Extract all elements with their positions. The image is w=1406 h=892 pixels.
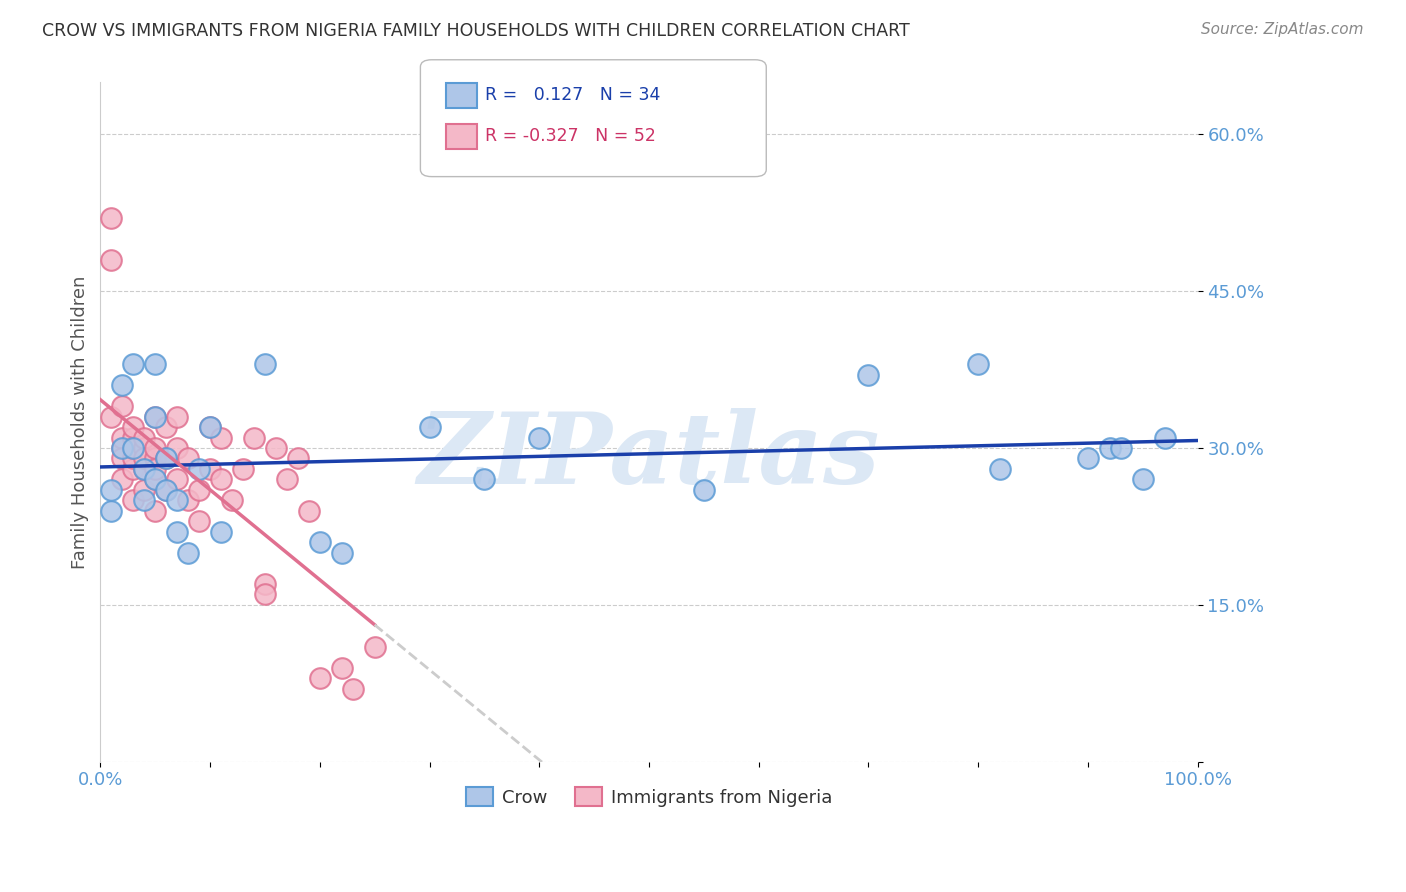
Point [166, 493, 188, 508]
Point [122, 430, 145, 444]
Point [243, 430, 266, 444]
Point [122, 441, 145, 455]
Point [100, 252, 122, 267]
Point [111, 399, 134, 413]
Point [122, 493, 145, 508]
Point [166, 472, 188, 486]
Point [111, 472, 134, 486]
Point [177, 451, 200, 466]
Text: ZIPatlas: ZIPatlas [418, 408, 880, 504]
Point [264, 441, 287, 455]
Point [155, 451, 177, 466]
Point [330, 660, 353, 674]
Point [111, 441, 134, 455]
Point [122, 451, 145, 466]
Point [155, 483, 177, 497]
Point [308, 535, 330, 549]
Point [988, 462, 1011, 476]
Point [166, 524, 188, 539]
Y-axis label: Family Households with Children: Family Households with Children [72, 275, 89, 568]
Point [166, 441, 188, 455]
Point [209, 524, 232, 539]
Point [529, 430, 551, 444]
Point [134, 483, 156, 497]
Point [143, 409, 166, 424]
Point [693, 483, 716, 497]
Point [177, 545, 200, 559]
Point [122, 462, 145, 476]
Point [143, 409, 166, 424]
Point [177, 493, 200, 508]
Point [100, 504, 122, 518]
Point [474, 472, 496, 486]
Point [298, 504, 321, 518]
Point [100, 409, 122, 424]
Point [1109, 441, 1132, 455]
Point [134, 430, 156, 444]
Point [134, 441, 156, 455]
Point [100, 211, 122, 225]
Point [1098, 441, 1121, 455]
Point [122, 441, 145, 455]
Text: R = -0.327   N = 52: R = -0.327 N = 52 [485, 128, 657, 145]
Point [111, 430, 134, 444]
Point [111, 451, 134, 466]
Point [198, 420, 221, 434]
Point [209, 430, 232, 444]
Point [342, 681, 364, 696]
Text: CROW VS IMMIGRANTS FROM NIGERIA FAMILY HOUSEHOLDS WITH CHILDREN CORRELATION CHAR: CROW VS IMMIGRANTS FROM NIGERIA FAMILY H… [42, 22, 910, 40]
Point [330, 545, 353, 559]
Point [155, 420, 177, 434]
Point [1132, 472, 1154, 486]
Point [308, 671, 330, 685]
Point [363, 640, 385, 654]
Point [122, 357, 145, 371]
Point [143, 472, 166, 486]
Point [1153, 430, 1175, 444]
Point [232, 462, 254, 476]
Point [188, 462, 211, 476]
Point [209, 472, 232, 486]
Point [166, 409, 188, 424]
Point [134, 493, 156, 508]
Point [143, 504, 166, 518]
Point [253, 587, 276, 601]
Point [134, 451, 156, 466]
Point [858, 368, 880, 382]
Point [111, 441, 134, 455]
Point [188, 514, 211, 528]
Point [188, 483, 211, 497]
Point [198, 462, 221, 476]
Point [253, 357, 276, 371]
Point [111, 378, 134, 392]
Point [122, 420, 145, 434]
Point [143, 451, 166, 466]
Point [134, 462, 156, 476]
Point [418, 420, 440, 434]
Point [134, 462, 156, 476]
Text: R =   0.127   N = 34: R = 0.127 N = 34 [485, 87, 661, 104]
Legend: Crow, Immigrants from Nigeria: Crow, Immigrants from Nigeria [458, 780, 839, 814]
Point [143, 357, 166, 371]
Point [143, 441, 166, 455]
Point [143, 462, 166, 476]
Point [276, 472, 298, 486]
Point [198, 420, 221, 434]
Point [143, 472, 166, 486]
Point [155, 483, 177, 497]
Point [287, 451, 309, 466]
Point [967, 357, 990, 371]
Point [100, 483, 122, 497]
Text: Source: ZipAtlas.com: Source: ZipAtlas.com [1201, 22, 1364, 37]
Point [253, 577, 276, 591]
Point [155, 451, 177, 466]
Point [221, 493, 243, 508]
Point [1077, 451, 1099, 466]
